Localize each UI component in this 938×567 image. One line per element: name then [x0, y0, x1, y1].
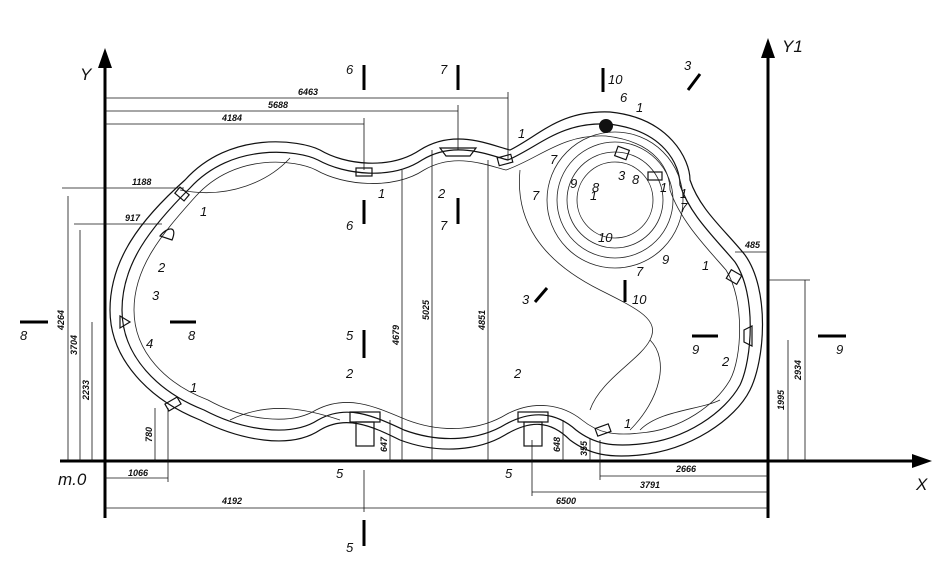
section-10-a: 10: [608, 72, 623, 87]
dim-917: 917: [125, 213, 141, 223]
label-9-b: 9: [662, 252, 669, 267]
label-2-a: 2: [437, 186, 446, 201]
label-1-a: 1: [200, 204, 207, 219]
label-3-a: 3: [152, 288, 160, 303]
section-markers: [20, 65, 846, 546]
dim-2666: 2666: [675, 464, 697, 474]
dim-1995: 1995: [776, 389, 786, 410]
section-7-a: 7: [440, 62, 448, 77]
section-9-b: 9: [836, 342, 843, 357]
dim-355: 355: [579, 440, 589, 456]
label-1-i: 1: [590, 188, 597, 203]
section-6-b: 6: [346, 218, 354, 233]
dim-1188: 1188: [132, 177, 151, 187]
dimension-lines-bottom: [105, 440, 768, 512]
dim-6463: 6463: [298, 87, 318, 97]
dim-648: 648: [552, 437, 562, 452]
section-3-b: 3: [522, 292, 530, 307]
dim-647: 647: [379, 436, 389, 452]
label-8-a: 8: [592, 180, 600, 195]
x-axis-label: X: [915, 475, 928, 494]
section-7-b: 7: [440, 218, 448, 233]
label-1-b: 1: [378, 186, 385, 201]
label-1-g: 1: [190, 380, 197, 395]
section-6-a: 6: [346, 62, 354, 77]
label-9-a: 9: [570, 176, 577, 191]
label-1-j: 1: [660, 180, 667, 195]
dimension-lines-inner: [389, 150, 810, 461]
section-8-b: 8: [188, 328, 196, 343]
dim-780: 780: [144, 427, 154, 442]
label-7-a: 7: [550, 152, 558, 167]
y-axis-label: Y: [80, 65, 93, 84]
dim-4264: 4264: [56, 310, 66, 331]
dim-485: 485: [744, 240, 761, 250]
section-5-label-c: 5: [336, 466, 344, 481]
label-3-b: 3: [618, 168, 626, 183]
label-7-b: 7: [532, 188, 540, 203]
dim-4192: 4192: [221, 496, 242, 506]
label-1-h: 1: [624, 416, 631, 431]
dim-3791: 3791: [640, 480, 660, 490]
label-2-d: 2: [513, 366, 522, 381]
dim-2233: 2233: [81, 380, 91, 401]
dim-5025: 5025: [421, 299, 431, 320]
axes: [60, 38, 932, 518]
section-5-label-d: 5: [505, 466, 513, 481]
label-8-b: 8: [632, 172, 640, 187]
section-9-a: 9: [692, 342, 699, 357]
section-5-b: 5: [346, 540, 354, 555]
section-5-a: 5: [346, 328, 354, 343]
hydro-zone: [179, 131, 721, 431]
origin-label: m.0: [58, 470, 87, 489]
y1-axis-label: Y1: [782, 37, 803, 56]
label-1-d: 1: [636, 100, 643, 115]
dim-4851: 4851: [477, 310, 487, 331]
label-1-f: 1: [702, 258, 709, 273]
pool-outline: [109, 111, 764, 457]
label-2-c: 2: [345, 366, 354, 381]
label-1-e: 1: [680, 186, 687, 201]
label-2-b: 2: [157, 260, 166, 275]
label-7-d: 7: [636, 264, 644, 279]
dim-4679: 4679: [391, 325, 401, 346]
dim-5688: 5688: [268, 100, 288, 110]
dim-1066: 1066: [128, 468, 149, 478]
label-2-e: 2: [721, 354, 730, 369]
label-4: 4: [146, 336, 153, 351]
section-8-a: 8: [20, 328, 28, 343]
dim-2934: 2934: [793, 360, 803, 381]
equipment-labels: 1 1 1 1 1 1 1 1 1 1 2 2 2 2 2 3 3 4 6 7 …: [146, 90, 730, 431]
section-3-a: 3: [684, 58, 692, 73]
label-6: 6: [620, 90, 628, 105]
label-7-c: 7: [680, 200, 688, 215]
section-10-b: 10: [632, 292, 647, 307]
label-1-c: 1: [518, 126, 525, 141]
equipment-symbols: [119, 119, 753, 447]
dim-6500: 6500: [556, 496, 576, 506]
dim-3704: 3704: [69, 335, 79, 355]
label-10: 10: [598, 230, 613, 245]
dim-4184: 4184: [221, 113, 242, 123]
dimension-lines-top: [62, 92, 509, 225]
dimension-lines-left: [67, 196, 169, 482]
